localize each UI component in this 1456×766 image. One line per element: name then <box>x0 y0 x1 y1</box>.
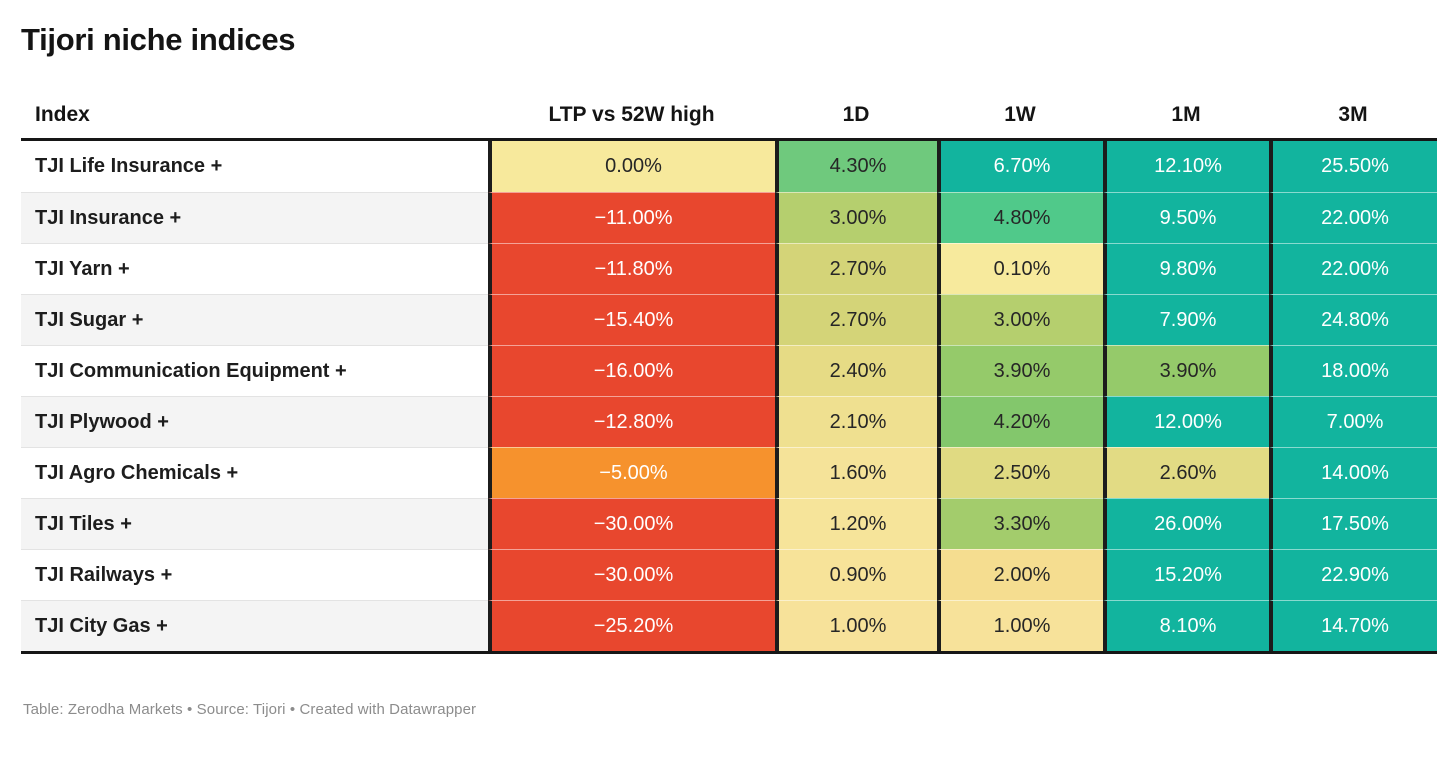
table-row: TJI Plywood + −12.80% 2.10% 4.20% 12.00%… <box>21 396 1437 447</box>
table-row: TJI Agro Chemicals + −5.00% 1.60% 2.50% … <box>21 447 1437 498</box>
cell-1w: 3.30% <box>937 498 1103 549</box>
cell-1d: 1.20% <box>775 498 937 549</box>
cell-ltp-vs-52w-high: −16.00% <box>488 345 775 396</box>
page-title: Tijori niche indices <box>21 22 296 57</box>
cell-3m: 22.90% <box>1269 549 1437 600</box>
column-header-index: Index <box>35 102 90 126</box>
cell-1w: 2.00% <box>937 549 1103 600</box>
cell-1m: 3.90% <box>1103 345 1269 396</box>
cell-1m: 2.60% <box>1103 447 1269 498</box>
column-header-3m: 3M <box>1338 102 1368 126</box>
table-row: TJI City Gas + −25.20% 1.00% 1.00% 8.10%… <box>21 600 1437 651</box>
cell-1w: 6.70% <box>937 141 1103 192</box>
cell-ltp-vs-52w-high: −5.00% <box>488 447 775 498</box>
cell-3m: 24.80% <box>1269 294 1437 345</box>
column-header-ltp-vs-52w-high: LTP vs 52W high <box>548 102 715 126</box>
attribution-footer: Table: Zerodha Markets • Source: Tijori … <box>23 701 477 718</box>
cell-1w: 0.10% <box>937 243 1103 294</box>
row-label-expand[interactable]: TJI Sugar + <box>21 294 488 345</box>
cell-3m: 7.00% <box>1269 396 1437 447</box>
indices-table: Index LTP vs 52W high 1D 1W 1M 3M TJI Li… <box>21 91 1437 654</box>
cell-3m: 14.00% <box>1269 447 1437 498</box>
cell-3m: 25.50% <box>1269 141 1437 192</box>
cell-3m: 18.00% <box>1269 345 1437 396</box>
cell-1d: 3.00% <box>775 192 937 243</box>
cell-ltp-vs-52w-high: 0.00% <box>488 141 775 192</box>
cell-1m: 9.80% <box>1103 243 1269 294</box>
table-row: TJI Insurance + −11.00% 3.00% 4.80% 9.50… <box>21 192 1437 243</box>
cell-1m: 12.10% <box>1103 141 1269 192</box>
table-row: TJI Tiles + −30.00% 1.20% 3.30% 26.00% 1… <box>21 498 1437 549</box>
table-row: TJI Life Insurance + 0.00% 4.30% 6.70% 1… <box>21 141 1437 192</box>
table-row: TJI Communication Equipment + −16.00% 2.… <box>21 345 1437 396</box>
cell-1w: 4.20% <box>937 396 1103 447</box>
cell-ltp-vs-52w-high: −15.40% <box>488 294 775 345</box>
column-header-1d: 1D <box>842 102 870 126</box>
row-label-expand[interactable]: TJI Insurance + <box>21 192 488 243</box>
table-body: TJI Life Insurance + 0.00% 4.30% 6.70% 1… <box>21 138 1437 654</box>
cell-1w: 3.90% <box>937 345 1103 396</box>
cell-1m: 8.10% <box>1103 600 1269 651</box>
cell-ltp-vs-52w-high: −11.80% <box>488 243 775 294</box>
table-row: TJI Railways + −30.00% 0.90% 2.00% 15.20… <box>21 549 1437 600</box>
cell-1m: 7.90% <box>1103 294 1269 345</box>
row-label-expand[interactable]: TJI Tiles + <box>21 498 488 549</box>
datawrapper-table-page: Tijori niche indices Index LTP vs 52W hi… <box>21 22 1437 718</box>
cell-1m: 26.00% <box>1103 498 1269 549</box>
cell-1d: 2.70% <box>775 294 937 345</box>
cell-1d: 1.00% <box>775 600 937 651</box>
cell-1m: 15.20% <box>1103 549 1269 600</box>
cell-3m: 17.50% <box>1269 498 1437 549</box>
cell-1d: 0.90% <box>775 549 937 600</box>
column-header-1w: 1W <box>1004 102 1036 126</box>
cell-1d: 4.30% <box>775 141 937 192</box>
cell-1d: 2.40% <box>775 345 937 396</box>
cell-1w: 1.00% <box>937 600 1103 651</box>
cell-1d: 2.70% <box>775 243 937 294</box>
cell-1d: 2.10% <box>775 396 937 447</box>
row-label-expand[interactable]: TJI Communication Equipment + <box>21 345 488 396</box>
cell-1d: 1.60% <box>775 447 937 498</box>
cell-3m: 22.00% <box>1269 192 1437 243</box>
table-row: TJI Yarn + −11.80% 2.70% 0.10% 9.80% 22.… <box>21 243 1437 294</box>
row-label-expand[interactable]: TJI Yarn + <box>21 243 488 294</box>
cell-1w: 3.00% <box>937 294 1103 345</box>
cell-1w: 2.50% <box>937 447 1103 498</box>
cell-3m: 22.00% <box>1269 243 1437 294</box>
cell-1m: 9.50% <box>1103 192 1269 243</box>
cell-ltp-vs-52w-high: −30.00% <box>488 498 775 549</box>
cell-ltp-vs-52w-high: −25.20% <box>488 600 775 651</box>
row-label-expand[interactable]: TJI Life Insurance + <box>21 141 488 192</box>
cell-3m: 14.70% <box>1269 600 1437 651</box>
cell-ltp-vs-52w-high: −12.80% <box>488 396 775 447</box>
table-row: TJI Sugar + −15.40% 2.70% 3.00% 7.90% 24… <box>21 294 1437 345</box>
row-label-expand[interactable]: TJI Plywood + <box>21 396 488 447</box>
row-label-expand[interactable]: TJI City Gas + <box>21 600 488 651</box>
row-label-expand[interactable]: TJI Agro Chemicals + <box>21 447 488 498</box>
cell-ltp-vs-52w-high: −30.00% <box>488 549 775 600</box>
table-header-row: Index LTP vs 52W high 1D 1W 1M 3M <box>21 91 1437 138</box>
column-header-1m: 1M <box>1171 102 1201 126</box>
cell-ltp-vs-52w-high: −11.00% <box>488 192 775 243</box>
cell-1m: 12.00% <box>1103 396 1269 447</box>
cell-1w: 4.80% <box>937 192 1103 243</box>
row-label-expand[interactable]: TJI Railways + <box>21 549 488 600</box>
